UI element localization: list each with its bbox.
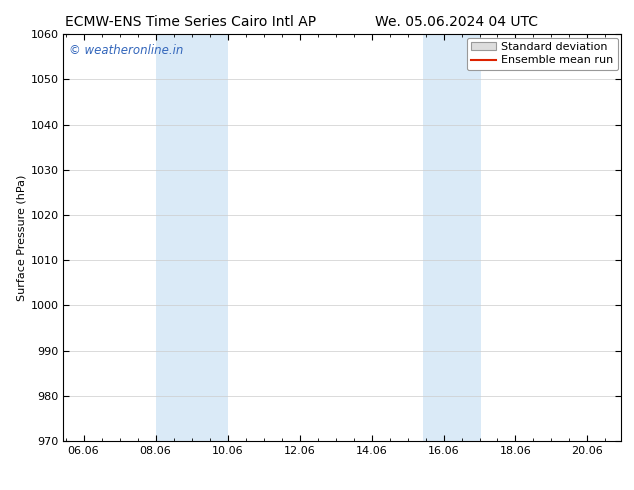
Y-axis label: Surface Pressure (hPa): Surface Pressure (hPa) <box>16 174 26 301</box>
Legend: Standard deviation, Ensemble mean run: Standard deviation, Ensemble mean run <box>467 38 618 70</box>
Text: We. 05.06.2024 04 UTC: We. 05.06.2024 04 UTC <box>375 15 538 29</box>
Text: ECMW-ENS Time Series Cairo Intl AP: ECMW-ENS Time Series Cairo Intl AP <box>65 15 316 29</box>
Text: © weatheronline.in: © weatheronline.in <box>69 45 183 57</box>
Bar <box>424 34 481 441</box>
Bar <box>155 34 228 441</box>
